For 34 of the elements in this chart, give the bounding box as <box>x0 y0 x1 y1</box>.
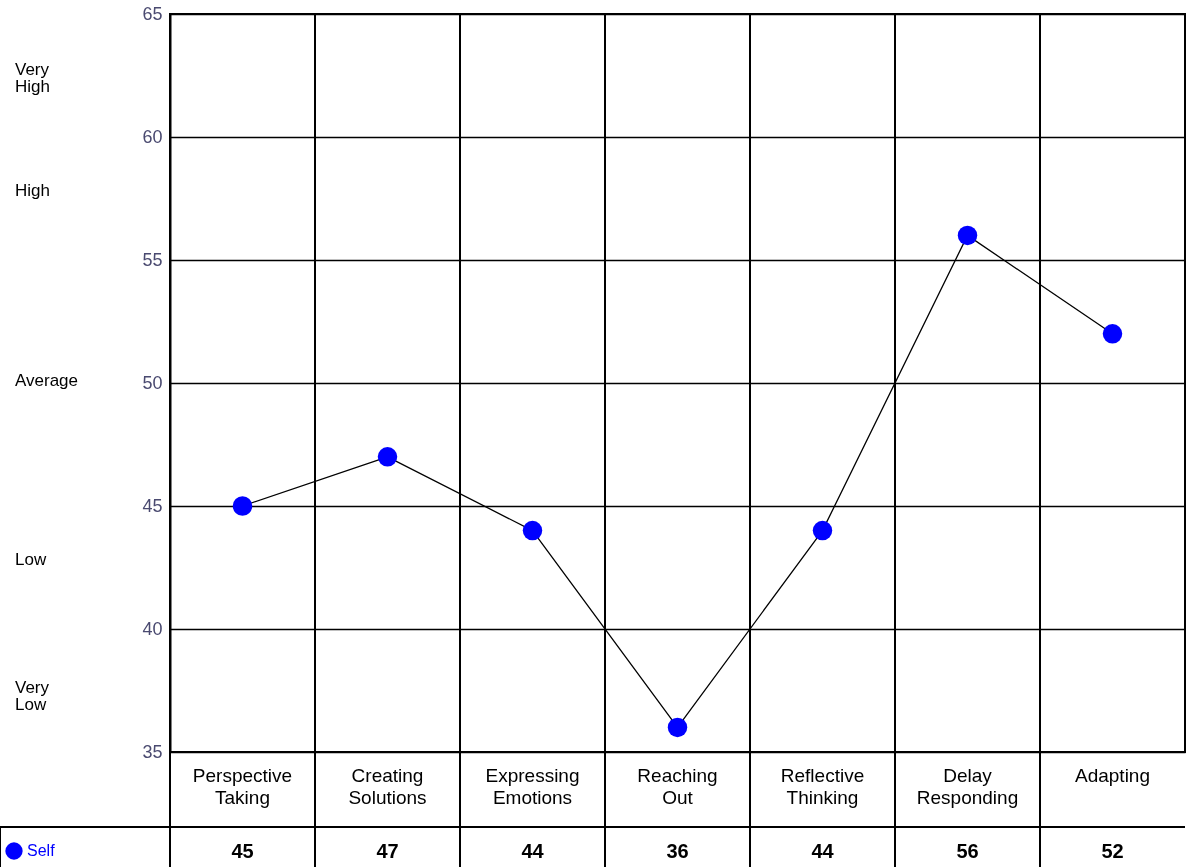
point <box>812 520 833 541</box>
text: High <box>15 181 50 201</box>
x-tick-label: Perspective Taking <box>192 764 293 808</box>
y-tick-label: 35 <box>142 741 163 762</box>
data-label: 44 <box>521 840 545 862</box>
point <box>957 225 978 246</box>
point <box>377 447 398 467</box>
y-tick-label: 55 <box>142 249 163 270</box>
data-label: 36 <box>666 840 689 862</box>
text: Average <box>15 370 79 390</box>
text: Very Low <box>15 677 50 714</box>
x-tick-label: Delay Responding <box>916 764 1019 808</box>
y-tick-label: 60 <box>142 126 163 147</box>
data-label: 56 <box>956 840 979 862</box>
text: Very High <box>15 60 50 97</box>
x-tick-label: Expressing Emotions <box>485 764 580 808</box>
legend-label: Self <box>27 842 56 859</box>
x-tick-label: Reflective Thinking <box>780 764 865 808</box>
y-tick-label: 65 <box>142 3 163 24</box>
x-tick-label: Creating Solutions <box>348 764 427 808</box>
y-tick-label: 45 <box>142 495 163 516</box>
point <box>232 496 253 516</box>
x-tick-label: Reaching Out <box>637 764 718 808</box>
text: Low <box>15 550 47 570</box>
data-label: 52 <box>1101 840 1124 862</box>
data-label: 44 <box>811 840 835 862</box>
point <box>522 520 543 541</box>
data-label: 45 <box>231 840 254 862</box>
point <box>1102 324 1123 344</box>
point <box>667 717 688 738</box>
data-label: 47 <box>376 840 399 862</box>
x-tick-label: Adapting <box>1074 764 1151 786</box>
y-tick-label: 40 <box>142 618 163 639</box>
y-tick-label: 50 <box>142 372 163 393</box>
